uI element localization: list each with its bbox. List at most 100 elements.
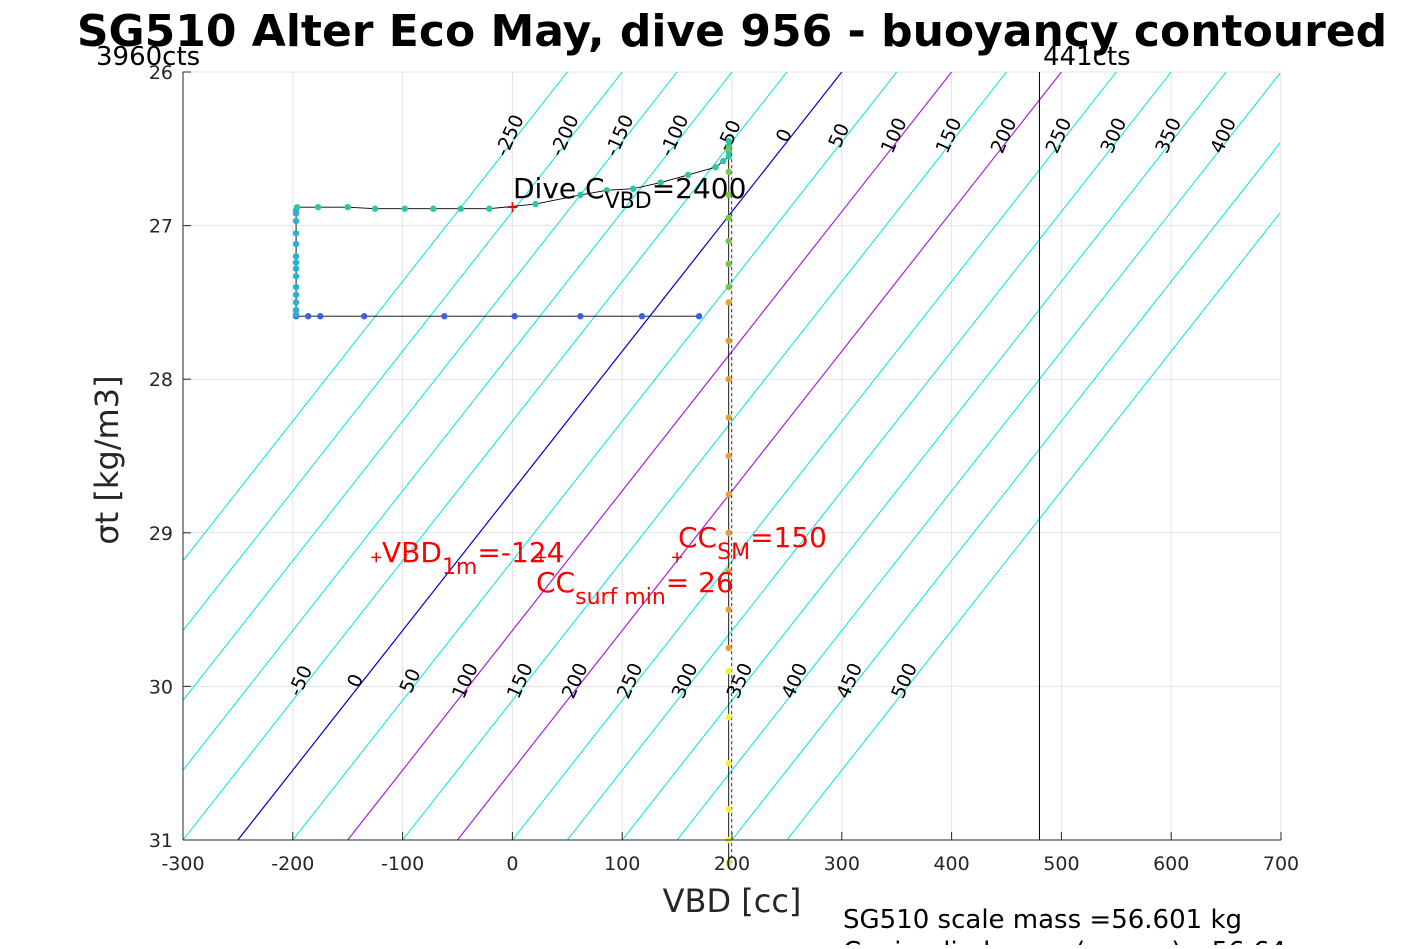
data-point (577, 313, 584, 320)
data-point (725, 283, 732, 291)
y-tick-label: 26 (149, 62, 173, 84)
contour-line (621, 72, 1227, 840)
x-tick-label: 600 (1153, 853, 1189, 875)
data-point (314, 203, 322, 211)
contour-line (512, 72, 1117, 840)
data-point (344, 203, 351, 211)
data-point (720, 157, 727, 165)
contour-line (237, 72, 843, 840)
data-point (360, 313, 368, 320)
axis-ticks: -300 -200 -100 0 100 200 300 400 500 600 700 26 27 28… (149, 62, 1299, 875)
contour-line (786, 212, 1280, 840)
data-point (725, 713, 732, 721)
data-point (371, 205, 379, 212)
implied-mass-text: C... implied mass (sensor) =56.64... (843, 937, 1311, 945)
data-point (457, 205, 464, 212)
y-tick-label: 29 (149, 523, 173, 545)
data-point (401, 205, 408, 212)
y-tick-label: 30 (149, 676, 173, 698)
x-tick-label: 500 (1043, 853, 1079, 875)
data-point (725, 299, 732, 306)
data-point (293, 203, 301, 211)
x-tick-label: 0 (506, 853, 518, 875)
y-tick-label: 28 (149, 369, 173, 391)
data-point (684, 171, 692, 179)
contour-line (183, 72, 623, 632)
plus-marker (672, 552, 683, 563)
data-point (725, 606, 732, 613)
data-point (712, 164, 719, 171)
data-point (725, 237, 732, 245)
contour-line (402, 72, 1007, 840)
x-tick-label: 400 (933, 853, 969, 875)
contour-line (292, 72, 898, 840)
data-point (486, 205, 493, 212)
red-markers (371, 202, 683, 563)
data-point (657, 179, 664, 186)
contour-line (183, 72, 678, 702)
data-point (292, 283, 300, 291)
data-point (430, 205, 437, 212)
data-point (725, 806, 732, 813)
contour-line (457, 72, 1062, 840)
data-point (725, 137, 732, 145)
data-point (725, 191, 732, 199)
data-point (292, 240, 300, 248)
data-point (725, 667, 732, 675)
x-tick-label: -300 (161, 853, 204, 875)
data-point (603, 187, 611, 194)
contour-line (566, 72, 1172, 840)
x-tick-label: -200 (271, 853, 314, 875)
chart-title: SG510 Alter Eco May, dive 956 - buoyancy… (77, 6, 1387, 57)
contour-line (347, 72, 953, 840)
data-series (292, 137, 733, 867)
data-point (292, 265, 300, 272)
data-point (725, 337, 732, 344)
data-point (441, 313, 448, 320)
scale-mass-text: SG510 scale mass =56.601 kg (843, 905, 1242, 935)
contour-line (676, 72, 1280, 840)
data-point (292, 259, 300, 266)
data-point (292, 230, 300, 237)
data-point (725, 260, 732, 268)
dive-c-vbd-annotation: Dive CVBD=2400 (513, 172, 746, 214)
y-axis-label: σt [kg/m3] (88, 375, 126, 544)
counts-label-right: 441cts (1043, 42, 1131, 72)
x-tick-label: 100 (604, 853, 640, 875)
data-point (317, 313, 324, 320)
data-point (292, 273, 300, 280)
data-point (292, 253, 300, 260)
data-point (304, 313, 312, 320)
data-point (292, 217, 300, 225)
plus-marker (507, 202, 518, 213)
data-point (511, 313, 518, 320)
counts-label-left: 3960cts (96, 42, 200, 72)
x-axis-label: VBD [cc] (663, 882, 802, 920)
contour-line (183, 72, 568, 562)
data-point (725, 376, 732, 383)
data-point (532, 200, 539, 208)
data-point (577, 191, 584, 199)
data-point (725, 529, 732, 536)
data-point (292, 291, 300, 298)
y-tick-label: 31 (149, 830, 173, 852)
data-point (725, 145, 732, 152)
cc-sm-annotation: CCSM=150 (678, 521, 827, 565)
data-point (725, 760, 732, 767)
x-tick-label: 300 (824, 853, 860, 875)
data-point (725, 491, 732, 498)
data-point (725, 214, 732, 222)
data-point (725, 644, 732, 652)
vbd-1m-annotation: VBD1m=-124 (382, 536, 564, 580)
contour-line (731, 142, 1280, 840)
data-point (725, 452, 732, 460)
contour-line (183, 72, 733, 771)
plus-marker (371, 552, 382, 563)
data-point (725, 153, 732, 160)
x-tick-label: 700 (1263, 853, 1299, 875)
data-point (695, 313, 703, 320)
data-point (629, 185, 637, 192)
data-point (292, 306, 300, 314)
